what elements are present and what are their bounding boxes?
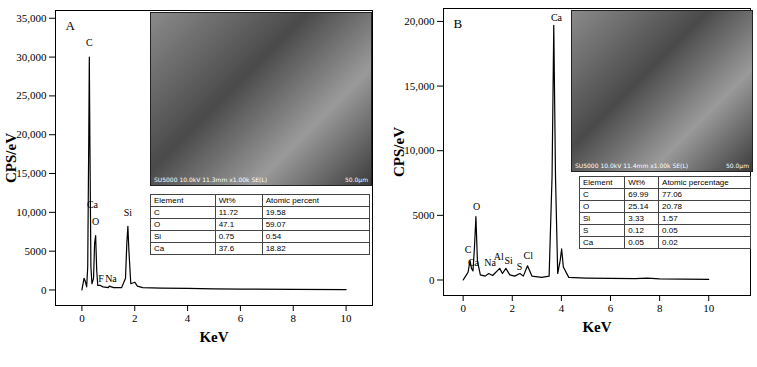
svg-text:15,000: 15,000 [404,80,435,92]
svg-text:35,000: 35,000 [16,12,47,24]
html-text:37.6: 37.6 [218,244,235,253]
svg-text:10: 10 [341,312,353,324]
html-text:19.58: 19.58 [265,208,286,217]
html-text:18.82: 18.82 [265,244,286,253]
html-text:Si: Si [154,232,162,241]
html-text:Ca: Ca [154,244,165,253]
svg-text:C: C [465,244,472,255]
svg-text:Al: Al [494,251,504,262]
html-text:50.0μm: 50.0μm [345,176,368,183]
html-text:Ca: Ca [583,238,594,247]
html-text:20.78: 20.78 [662,202,683,211]
svg-text:B: B [454,16,463,31]
html-text:Element: Element [154,196,184,205]
html-text:SU5000 10.0kV 11.4mm x1.00k SE: SU5000 10.0kV 11.4mm x1.00k SE(L) [575,162,689,169]
svg-text:C: C [86,37,93,48]
html-text:25.14: 25.14 [628,202,649,211]
html-text:0.75: 0.75 [218,232,235,241]
svg-text:Ca: Ca [468,257,480,268]
html-text:Wt%: Wt% [628,178,646,187]
svg-text:Na: Na [484,257,496,269]
svg-text:6: 6 [238,312,244,324]
html-text:S: S [583,226,589,235]
html-text:0.05: 0.05 [628,238,644,247]
svg-text:KeV: KeV [582,319,611,335]
html-text:0.05: 0.05 [662,226,678,235]
svg-text:O: O [473,200,480,211]
svg-text:10,000: 10,000 [16,206,47,218]
html-text:77.06: 77.06 [662,190,683,199]
svg-text:4: 4 [559,302,565,314]
html-text:1.57: 1.57 [662,214,678,223]
svg-text:4: 4 [185,312,191,324]
svg-text:20,000: 20,000 [16,128,47,140]
html-text:Element: Element [583,178,613,187]
html-text:50.0μm: 50.0μm [726,162,749,169]
svg-text:0: 0 [41,283,47,295]
html-text:O: O [154,220,161,229]
svg-text:Ca: Ca [87,199,99,210]
html-text:69.99: 69.99 [628,190,649,199]
svg-text:Ca: Ca [551,12,563,23]
svg-text:0: 0 [429,274,435,286]
html-text:0.02: 0.02 [662,238,678,247]
svg-text:Cl: Cl [524,250,534,261]
svg-text:15,000: 15,000 [16,167,47,179]
svg-text:10: 10 [703,302,715,314]
html-text:3.33: 3.33 [628,214,644,223]
svg-text:5000: 5000 [413,209,436,221]
svg-text:10,000: 10,000 [404,144,435,156]
html-text:Wt%: Wt% [218,196,236,205]
svg-text:0: 0 [79,312,85,324]
svg-text:20,000: 20,000 [404,15,435,27]
html-text:59.07: 59.07 [265,220,286,229]
svg-text:0: 0 [460,302,466,314]
svg-text:A: A [66,18,76,33]
svg-text:CPS/eV: CPS/eV [391,127,407,177]
svg-text:5000: 5000 [25,245,48,257]
html-text:Si: Si [583,214,591,223]
svg-text:F: F [98,273,104,284]
html-text:SU5000 10.0kV 11.3mm x1.00k SE: SU5000 10.0kV 11.3mm x1.00k SE(L) [154,176,268,183]
svg-text:2: 2 [132,312,138,324]
svg-text:30,000: 30,000 [16,51,47,63]
svg-text:Na: Na [105,273,117,284]
html-text:C: C [154,208,160,217]
svg-text:Si: Si [124,207,133,218]
svg-text:Si: Si [504,255,513,266]
svg-text:S: S [517,261,523,272]
svg-text:2: 2 [510,302,516,314]
html-text:0.54: 0.54 [265,232,282,241]
svg-text:CPS/eV: CPS/eV [3,133,19,183]
html-text:Atomic percentage: Atomic percentage [662,178,729,187]
svg-text:6: 6 [608,302,614,314]
svg-text:25,000: 25,000 [16,89,47,101]
html-text:0.12: 0.12 [628,226,644,235]
svg-text:8: 8 [657,302,663,314]
html-text:O: O [583,202,590,211]
svg-text:8: 8 [291,312,297,324]
html-text:47.1: 47.1 [218,220,235,229]
html-text:Atomic percent: Atomic percent [265,196,319,205]
svg-text:KeV: KeV [199,329,228,345]
html-text:C: C [583,190,589,199]
svg-text:O: O [92,216,99,227]
html-text:11.72: 11.72 [218,208,239,217]
